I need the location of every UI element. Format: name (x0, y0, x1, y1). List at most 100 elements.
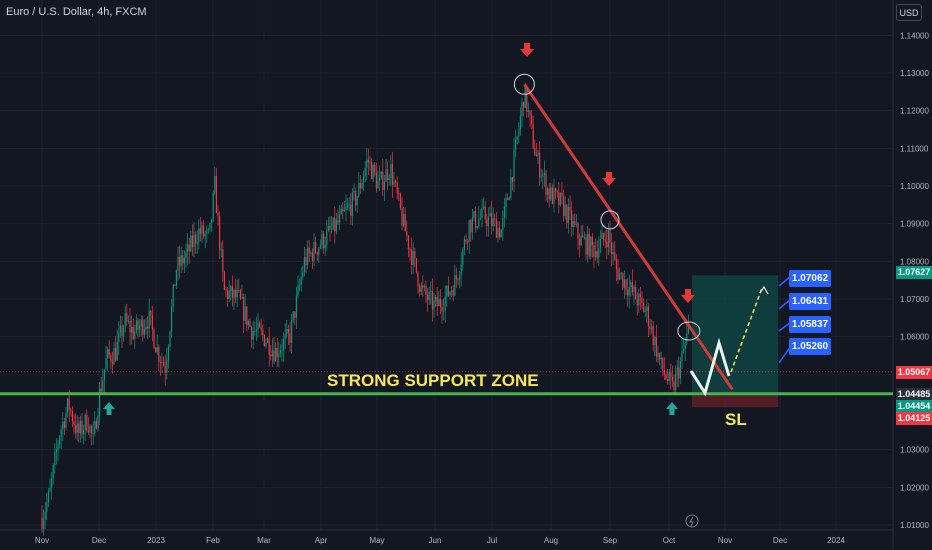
support-zone-label: STRONG SUPPORT ZONE (327, 371, 539, 390)
candle-body (415, 258, 417, 273)
candle-body (423, 286, 425, 288)
candle-body (44, 511, 46, 520)
candle-body (681, 350, 683, 361)
candle-body (588, 233, 590, 257)
candle-body (548, 188, 550, 200)
candle-body (558, 191, 560, 205)
candle-body (492, 218, 494, 227)
candle-body (403, 213, 405, 226)
candle-body (283, 338, 285, 351)
candle-body (318, 247, 320, 255)
target-label-4: 1.05260 (789, 338, 831, 355)
candle-body (620, 272, 622, 274)
candle-body (467, 241, 469, 243)
candle-body (417, 272, 419, 287)
candle-body (103, 369, 105, 381)
candle-body (308, 247, 310, 254)
candle-body (236, 290, 238, 298)
stop-loss-label: SL (725, 410, 747, 429)
candle-body (84, 414, 86, 430)
candle-body (393, 181, 395, 185)
candle-body (249, 321, 251, 327)
candle-body (524, 85, 526, 108)
candle-body (246, 306, 248, 326)
candle-body (510, 177, 512, 198)
candle-body (667, 379, 669, 382)
candle-body (251, 326, 253, 340)
candle-body (215, 176, 217, 213)
candle-body (252, 331, 254, 340)
candle-body (315, 242, 317, 253)
candle-body (371, 161, 373, 179)
candle-body (441, 306, 443, 312)
candle-body (92, 433, 94, 434)
candle-body (153, 329, 155, 349)
candle-body (255, 329, 257, 331)
candle-body (574, 221, 576, 225)
candle-body (419, 286, 421, 292)
candle-body (211, 219, 213, 223)
chart-title: Euro / U.S. Dollar, 4h, FXCM (6, 6, 147, 18)
y-tick-label: 1.11000 (900, 144, 929, 153)
candle-body (537, 152, 539, 157)
candle-body (119, 325, 121, 333)
y-tick-label: 1.07000 (900, 295, 929, 304)
candle-body (361, 182, 363, 189)
candle-body (134, 332, 136, 339)
candle-body (209, 222, 211, 230)
candle-body (649, 326, 651, 330)
candle-body (230, 285, 232, 292)
candle-body (196, 242, 198, 244)
candle-body (129, 321, 131, 333)
x-tick-label: Dec (92, 536, 106, 545)
candle-body (428, 291, 430, 301)
candle-body (270, 355, 272, 357)
replay-bolt-icon (689, 516, 694, 527)
candle-body (507, 198, 509, 200)
candle-body (273, 350, 275, 362)
candle-body (470, 220, 472, 233)
candle-body (105, 357, 107, 370)
candle-body (422, 285, 424, 288)
candle-body (587, 233, 589, 255)
candle-body (67, 398, 69, 413)
candle-body (326, 230, 328, 245)
y-tick-label: 1.12000 (900, 107, 929, 116)
candle-body (127, 321, 129, 322)
candle-body (623, 279, 625, 288)
candle-body (575, 223, 577, 225)
candle-body (531, 115, 533, 125)
candle-body (198, 228, 200, 243)
candle-body (638, 293, 640, 306)
projection-dashed (730, 287, 763, 373)
candle-body (108, 349, 110, 356)
candle-body (199, 228, 201, 234)
candle-body (73, 421, 75, 426)
candle-body (377, 181, 379, 189)
candle-body (260, 327, 262, 330)
candle-body (68, 398, 70, 410)
candle-body (177, 256, 179, 271)
candle-body (78, 423, 80, 434)
candle-body (571, 210, 573, 227)
y-tick-label: 1.03000 (900, 446, 929, 455)
candle-body (145, 326, 147, 329)
candle-body (171, 306, 173, 332)
candle-body (175, 270, 177, 286)
candle-body (459, 274, 461, 280)
candle-body (284, 334, 286, 339)
candle-body (596, 251, 598, 258)
candle-body (491, 213, 493, 227)
projection-path (689, 337, 731, 397)
y-tick-label: 1.01000 (900, 521, 929, 530)
candle-body (457, 279, 459, 281)
candle-body (444, 296, 446, 311)
candle-body (435, 297, 437, 301)
candle-body (350, 204, 352, 217)
currency-button[interactable]: USD (896, 4, 922, 21)
candle-body (225, 289, 227, 291)
candle-body (502, 217, 504, 231)
candle-body (259, 322, 261, 328)
candle-body (179, 256, 181, 266)
